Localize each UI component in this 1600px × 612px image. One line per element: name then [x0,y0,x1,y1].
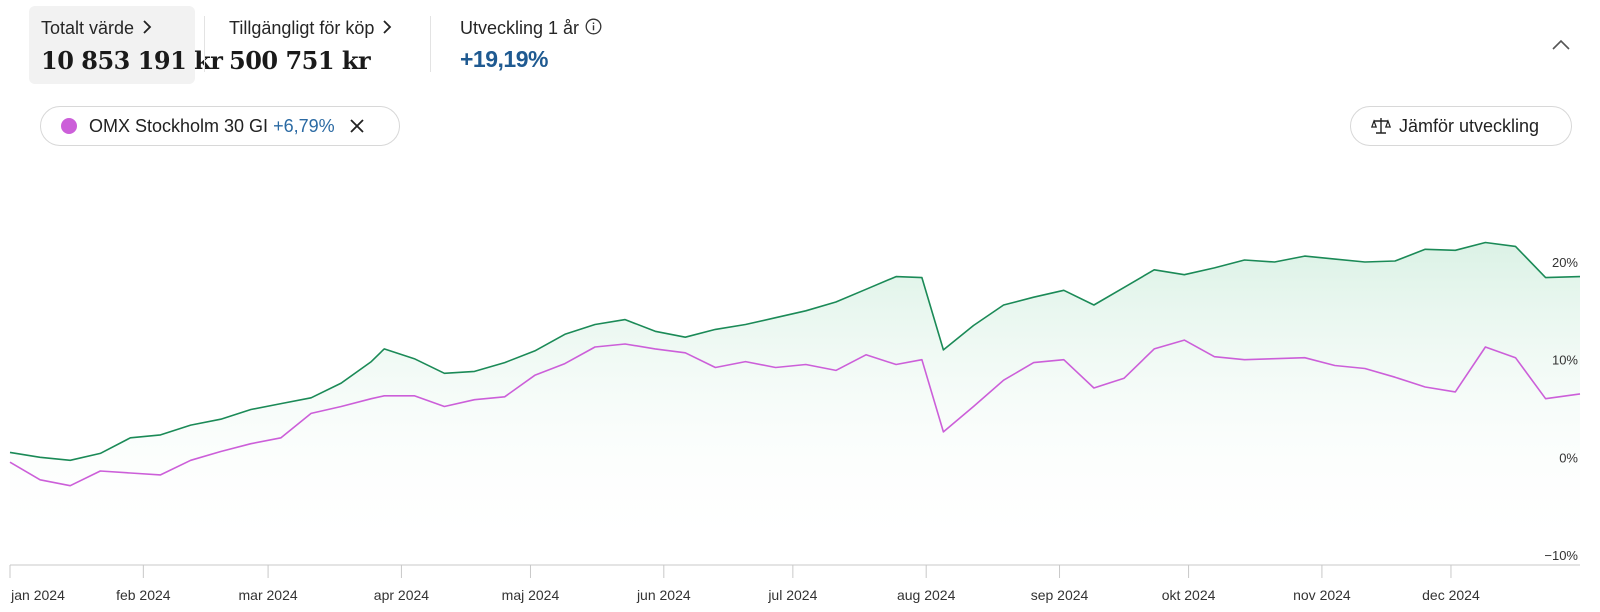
available-value: 500 751 kr [229,46,371,75]
y-tick-label: 10% [1552,353,1578,368]
x-tick-label: jul 2024 [767,587,817,603]
chevron-right-icon [142,19,152,40]
performance-label-row: Utveckling 1 år [460,18,602,40]
header-divider [204,16,205,72]
x-tick-label: okt 2024 [1162,587,1216,603]
collapse-button[interactable] [1544,30,1578,60]
available-label: Tillgängligt för köp [229,18,375,38]
x-tick-label: feb 2024 [116,587,171,603]
performance-stat: Utveckling 1 år +19,19% [442,6,622,84]
x-tick-label: jun 2024 [636,587,691,603]
index-color-dot [61,118,77,134]
compare-index-chip[interactable]: OMX Stockholm 30 GI +6,79% [40,106,400,146]
performance-value: +19,19% [460,46,548,72]
chevron-right-icon [382,19,392,40]
x-tick-label: sep 2024 [1031,587,1089,603]
y-tick-label: 0% [1559,450,1578,465]
portfolio-series-line [9,241,1581,462]
scale-icon [1371,118,1391,134]
info-icon[interactable] [585,18,602,40]
x-tick-label: apr 2024 [374,587,429,603]
total-value-label-row: Totalt värde [41,18,152,40]
header-divider [430,16,431,72]
available-stat[interactable]: Tillgängligt för köp 500 751 kr [215,6,415,84]
y-tick-label: 20% [1552,255,1578,270]
x-tick-label: dec 2024 [1422,587,1480,603]
compare-performance-button[interactable]: Jämför utveckling [1350,106,1572,146]
index-change: +6,79% [273,115,335,136]
x-tick-label: maj 2024 [502,587,560,603]
y-tick-label: −10% [1544,548,1578,563]
available-label-row: Tillgängligt för köp [229,18,392,40]
close-icon[interactable] [349,118,365,134]
performance-label: Utveckling 1 år [460,18,580,38]
chevron-up-icon [1552,39,1570,50]
total-value-stat[interactable]: Totalt värde 10 853 191 kr [29,6,223,84]
total-value-label: Totalt värde [41,18,135,38]
index-series-line [9,339,1581,487]
compare-performance-label: Jämför utveckling [1399,115,1540,136]
x-tick-label: nov 2024 [1293,587,1351,603]
total-value: 10 853 191 kr [41,46,223,75]
portfolio-area-fill [10,242,1580,555]
x-tick-label: jan 2024 [10,587,65,603]
x-tick-label: aug 2024 [897,587,956,603]
x-tick-label: mar 2024 [239,587,298,603]
index-name: OMX Stockholm 30 GI [89,115,269,136]
